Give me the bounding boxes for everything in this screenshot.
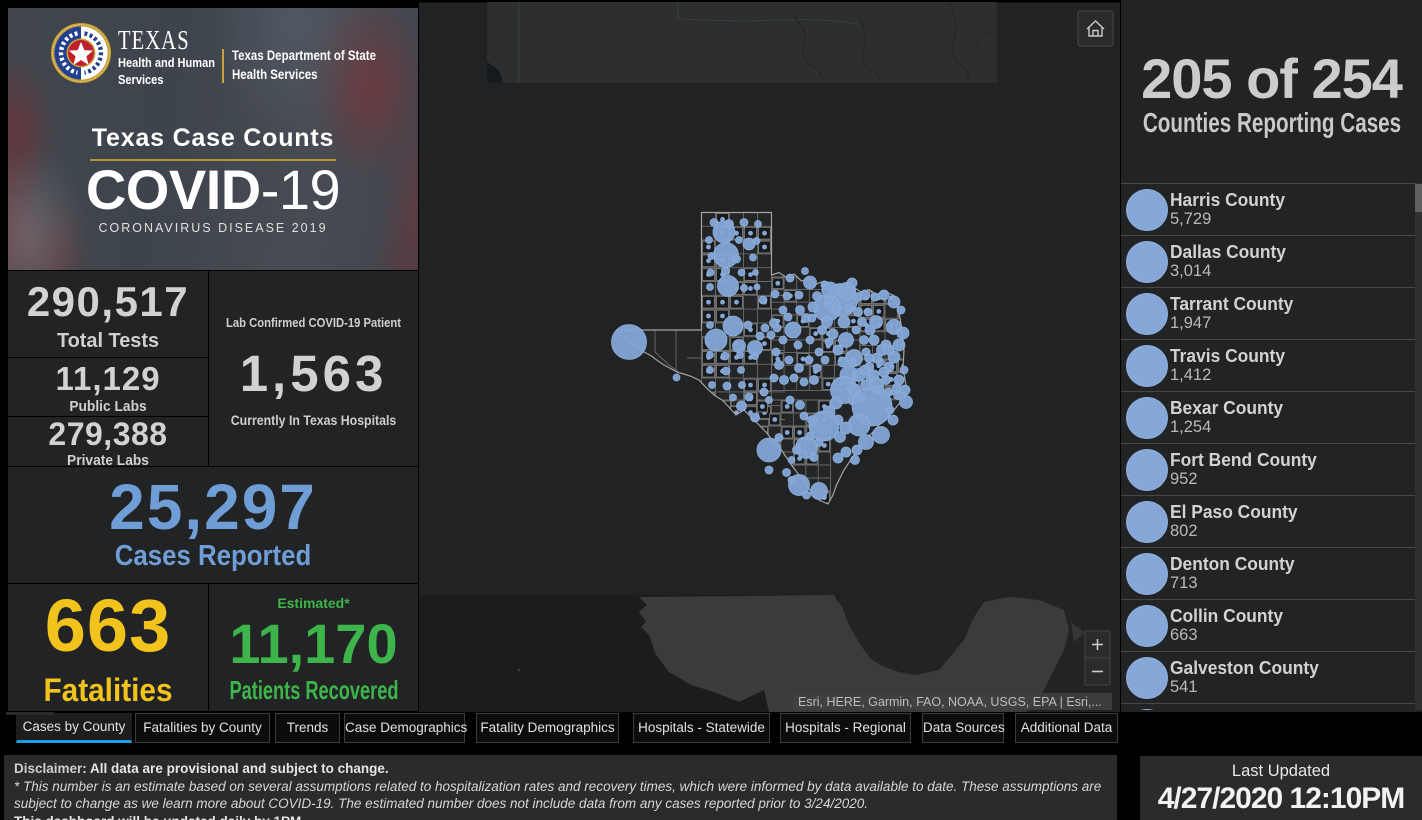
- svg-text:Esri, HERE, Garmin, FAO, NOAA,: Esri, HERE, Garmin, FAO, NOAA, USGS, EPA…: [798, 695, 1102, 709]
